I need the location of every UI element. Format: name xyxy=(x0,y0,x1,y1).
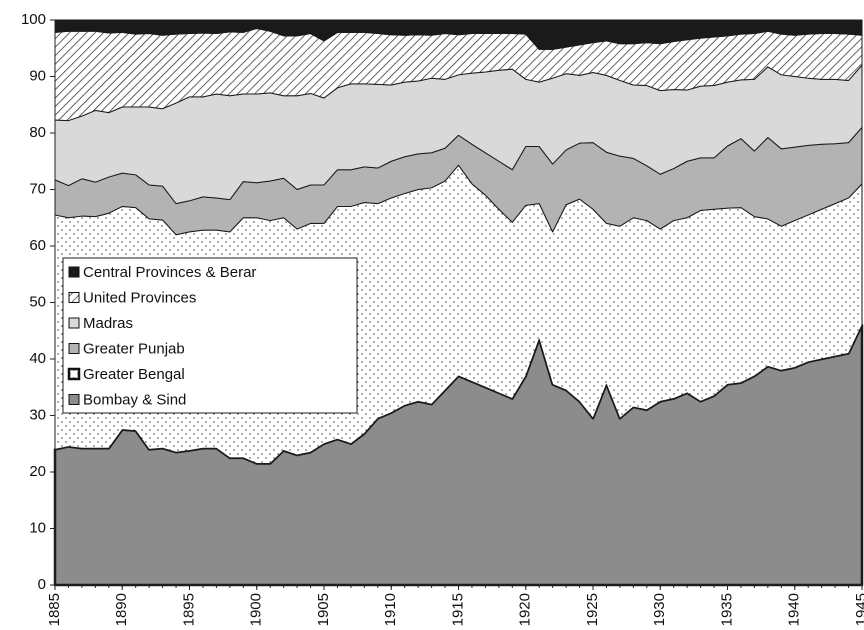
y-tick-label: 0 xyxy=(38,576,46,593)
x-tick-label: 1900 xyxy=(248,593,265,626)
y-tick-label: 70 xyxy=(29,180,46,197)
y-tick-label: 40 xyxy=(29,350,46,367)
x-tick-label: 1890 xyxy=(113,593,130,626)
x-tick-label: 1940 xyxy=(786,593,803,626)
legend-label: United Provinces xyxy=(83,289,196,306)
y-tick-label: 20 xyxy=(29,463,46,480)
x-tick-label: 1935 xyxy=(718,593,735,626)
x-tick-label: 1905 xyxy=(315,593,332,626)
legend-label: Central Provinces & Berar xyxy=(83,264,256,281)
legend-swatch xyxy=(68,317,80,329)
x-tick-label: 1895 xyxy=(180,593,197,626)
y-tick-label: 10 xyxy=(29,519,46,536)
y-tick-label: 90 xyxy=(29,67,46,84)
y-tick-label: 50 xyxy=(29,293,46,310)
legend-label: Greater Punjab xyxy=(83,340,185,357)
area xyxy=(54,19,863,50)
legend-swatch xyxy=(68,266,80,278)
axes: 0 10 20 30 40 50 60 70 80 90 100 1885 1890 1895 1900 19… xyxy=(21,11,864,626)
legend-swatch xyxy=(68,292,80,303)
x-tick-label: 1920 xyxy=(517,593,534,626)
x-tick-label: 1910 xyxy=(382,593,399,626)
x-tick-label: 1885 xyxy=(46,593,63,626)
y-tick-label: 100 xyxy=(21,11,46,28)
legend-label: Greater Bengal xyxy=(83,366,185,383)
legend-swatch xyxy=(68,394,80,405)
y-tick-label: 30 xyxy=(29,406,46,423)
x-tick-label: 1945 xyxy=(853,593,864,626)
legend-label: Madras xyxy=(83,315,133,332)
legend-swatch xyxy=(67,367,81,381)
x-tick-label: 1915 xyxy=(449,593,466,626)
legend-label: Bombay & Sind xyxy=(83,391,186,408)
legend-box xyxy=(62,257,358,414)
y-tick-label: 60 xyxy=(29,237,46,254)
legend: Central Provinces & Berar United Province… xyxy=(62,257,358,414)
x-tick-label: 1930 xyxy=(651,593,668,626)
x-tick-label: 1925 xyxy=(584,593,601,626)
legend-swatch xyxy=(68,343,80,354)
y-tick-label: 80 xyxy=(29,124,46,141)
